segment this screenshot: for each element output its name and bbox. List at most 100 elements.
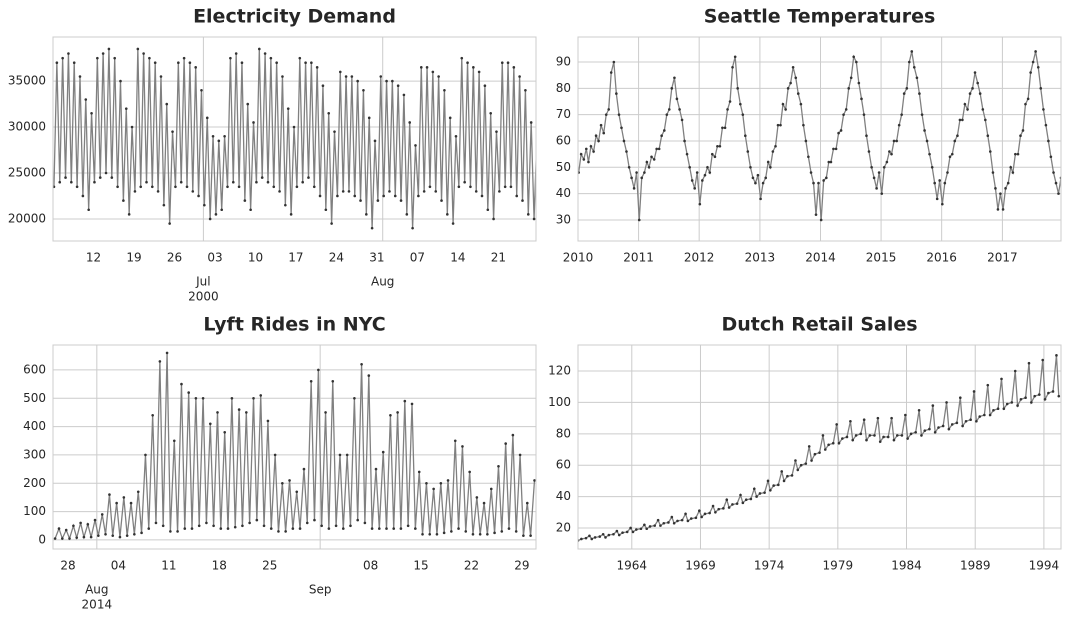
data-point xyxy=(670,515,674,519)
data-point xyxy=(786,474,789,478)
data-point xyxy=(986,383,990,387)
data-point xyxy=(873,434,876,437)
data-point xyxy=(755,495,758,498)
data-point xyxy=(975,419,978,423)
data-point xyxy=(672,521,676,525)
data-point xyxy=(468,470,471,474)
data-point xyxy=(90,111,93,115)
data-point xyxy=(437,75,440,78)
data-point xyxy=(493,531,496,535)
data-point xyxy=(1009,166,1013,169)
data-point xyxy=(475,496,479,499)
data-point xyxy=(391,79,394,83)
data-point xyxy=(727,506,731,509)
data-point xyxy=(338,70,342,74)
data-point xyxy=(255,518,259,522)
data-point xyxy=(854,434,858,437)
data-point xyxy=(286,107,290,110)
data-point xyxy=(122,496,126,499)
data-point xyxy=(590,537,594,541)
data-point xyxy=(127,213,131,216)
data-point xyxy=(1036,65,1040,69)
data-point xyxy=(471,532,475,536)
data-point xyxy=(872,176,876,180)
data-point xyxy=(781,102,785,106)
data-point xyxy=(847,87,851,90)
data-point xyxy=(87,208,90,212)
data-point xyxy=(266,419,270,423)
data-point xyxy=(766,479,770,483)
data-point xyxy=(497,464,500,468)
data-point xyxy=(907,60,911,64)
data-point xyxy=(953,139,957,143)
data-point xyxy=(789,81,792,85)
data-point xyxy=(382,194,385,198)
y-tick-label: 400 xyxy=(23,419,46,433)
data-point xyxy=(205,521,208,525)
data-point xyxy=(1026,97,1030,101)
data-point xyxy=(968,92,972,95)
data-point xyxy=(61,537,64,540)
data-point xyxy=(362,89,365,92)
data-point xyxy=(333,130,336,133)
data-point xyxy=(875,187,878,190)
data-point xyxy=(277,530,280,533)
data-point xyxy=(739,102,742,106)
data-point xyxy=(324,208,328,212)
data-point xyxy=(421,532,424,536)
data-point xyxy=(334,524,338,528)
data-point xyxy=(602,131,606,135)
data-point xyxy=(474,190,478,193)
data-point xyxy=(284,530,287,533)
data-point xyxy=(647,166,651,169)
data-point xyxy=(812,181,815,185)
series-line xyxy=(54,352,536,541)
data-point xyxy=(411,226,414,230)
data-point xyxy=(154,521,158,525)
data-point xyxy=(966,108,969,111)
data-point xyxy=(910,50,914,53)
data-point xyxy=(865,438,868,442)
data-point xyxy=(533,479,536,482)
data-point xyxy=(698,202,702,206)
data-point xyxy=(859,432,863,436)
y-tick-label: 300 xyxy=(23,447,46,461)
data-point xyxy=(367,116,371,120)
data-point xyxy=(947,427,951,431)
data-point xyxy=(353,396,356,400)
data-point xyxy=(601,532,605,536)
data-point xyxy=(912,65,916,69)
data-point xyxy=(176,530,179,533)
data-point xyxy=(718,144,722,148)
data-point xyxy=(996,208,1000,211)
data-point xyxy=(946,171,949,174)
data-point xyxy=(1043,398,1047,401)
data-point xyxy=(640,176,644,180)
data-point xyxy=(185,185,189,189)
data-point xyxy=(133,190,137,193)
y-tick-label: 25000 xyxy=(8,166,46,180)
data-point xyxy=(941,202,944,206)
data-point xyxy=(772,484,775,487)
data-point xyxy=(237,185,241,189)
data-point xyxy=(877,171,881,174)
data-point xyxy=(978,415,982,418)
data-point xyxy=(223,134,226,138)
y-tick-label: 70 xyxy=(556,107,571,121)
data-point xyxy=(782,479,786,483)
data-point xyxy=(486,208,490,212)
data-point xyxy=(453,439,457,443)
data-point xyxy=(920,434,923,437)
data-point xyxy=(144,453,147,457)
data-point xyxy=(425,66,429,69)
x-tick-label: 2015 xyxy=(866,251,897,265)
data-point xyxy=(902,92,906,95)
data-point xyxy=(133,532,136,536)
data-point xyxy=(500,61,504,65)
data-point xyxy=(341,527,345,530)
data-point xyxy=(158,360,162,363)
data-point xyxy=(86,523,90,526)
data-point xyxy=(973,71,977,74)
x-tick-label: 15 xyxy=(413,559,428,573)
data-point xyxy=(405,213,409,216)
